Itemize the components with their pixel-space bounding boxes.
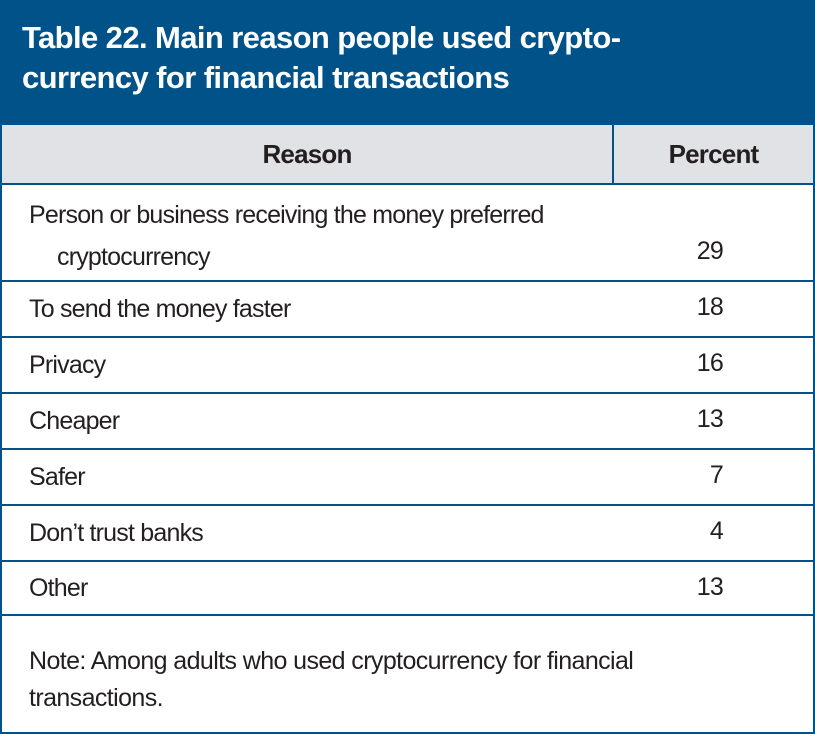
reason-cell: Person or business receiving the money p… [29,194,544,278]
reason-cell: Safer [29,463,86,491]
title-line-2: currency for financial transactions [22,60,510,95]
table-header-row: Reason Percent [2,125,813,185]
percent-cell: 4 [709,517,724,545]
table-row: Safer 7 [2,450,813,506]
reason-text: Person or business receiving the money p… [29,201,544,229]
table-row: Other 13 [2,562,813,616]
table-note: Note: Among adults who used cryptocurren… [29,647,634,712]
reason-text-cont: cryptocurrency [57,243,211,271]
percent-cell: 18 [696,293,724,321]
table-row: To send the money faster 18 [2,282,813,338]
table-row: Person or business receiving the money p… [2,185,813,282]
reason-cell: Other [29,574,88,602]
reason-cell: Privacy [29,351,106,379]
reason-cell: Don’t trust banks [29,519,204,547]
table-row: Don’t trust banks 4 [2,506,813,562]
table-title: Table 22. Main reason people used crypto… [0,0,815,125]
percent-cell: 13 [696,405,724,433]
table-row: Cheaper 13 [2,394,813,450]
percent-cell: 13 [696,573,724,601]
percent-cell: 29 [696,237,724,265]
table-row: Privacy 16 [2,338,813,394]
header-reason: Reason [2,125,614,183]
percent-cell: 16 [696,349,724,377]
header-percent: Percent [668,138,760,169]
title-line-1: Table 22. Main reason people used crypto… [22,20,621,55]
reason-cell: Cheaper [29,407,120,435]
percent-cell: 7 [709,461,724,489]
reason-cell: To send the money faster [29,295,291,323]
